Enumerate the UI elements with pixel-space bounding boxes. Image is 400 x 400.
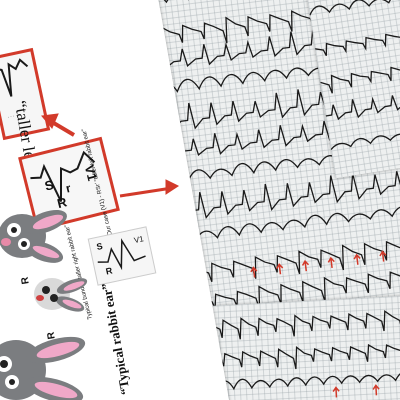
red-marker-arrow [353,253,361,265]
ecg-trace-line [325,87,400,121]
typical-trace [97,238,146,271]
v1-trace [30,150,96,202]
ecg-traces-lower [212,307,400,398]
ecg-trace-line [320,59,400,94]
red-marker-arrow [327,256,335,269]
arrow-line-2 [119,186,173,198]
ecg-trace-line [309,0,400,16]
red-marker-arrow [332,386,340,398]
red-marker-arrow [372,384,380,396]
ecg-sheet-top-right [305,0,400,179]
ecg-sheet-lower [211,294,400,400]
ecg-trace-line [215,369,400,391]
typical-box: S R V1 [87,226,157,286]
arrow-line-1 [50,120,76,137]
ecg-trace-line [315,26,400,57]
rabbit-icon-middle [34,278,88,312]
box-dots: . . . . . [7,111,20,119]
red-marker-arrow [250,266,258,278]
ecg-box-trace: . . . . . [0,58,29,120]
ecg-trace-line [214,338,400,370]
red-marker-arrow [379,250,387,262]
rabbit-icon-bottom [0,336,86,400]
arrow-head-2 [165,179,179,195]
red-marker-arrow [301,259,310,272]
ecg-trace-line [330,126,400,150]
ecg-box-top-left: . . . . . [0,47,51,141]
ecg-traces-top-right [309,0,400,150]
rabbit-icon-top [0,209,67,263]
v1-box: V1 S r R [18,136,120,232]
typical-r-label: R [104,265,114,277]
arrow-head-1 [41,113,59,129]
red-marker-arrow [276,263,284,275]
ecg-trace-line [212,307,400,340]
